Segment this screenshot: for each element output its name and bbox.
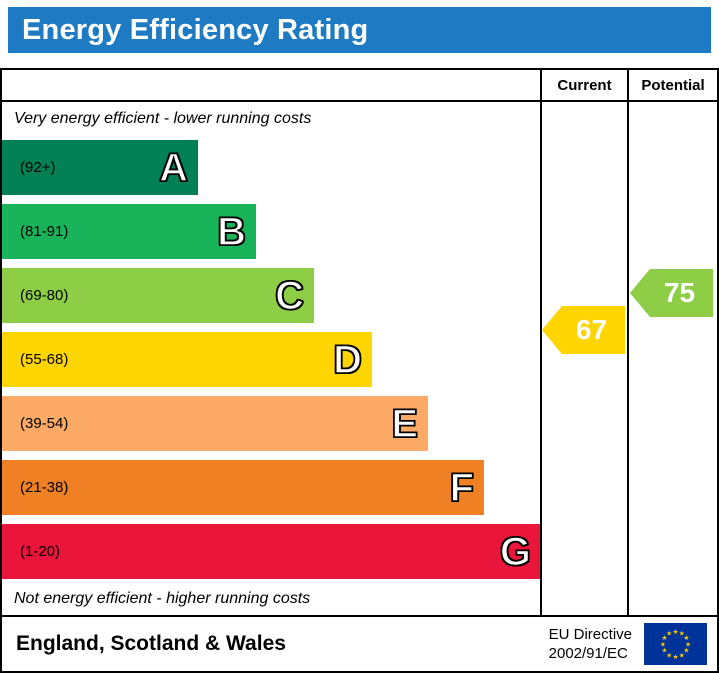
band-row-b: (81-91) B — [2, 204, 540, 268]
band-bar-e: (39-54) E — [2, 396, 428, 451]
band-row-g: (1-20) G — [2, 524, 541, 588]
eu-directive-line1: EU Directive — [548, 625, 632, 643]
region-label: England, Scotland & Wales — [16, 632, 286, 655]
band-row-a: (92+) A — [2, 140, 540, 204]
current-rating-value: 67 — [575, 314, 608, 345]
potential-column-header: Potential — [627, 70, 717, 102]
band-range-label: (39-54) — [20, 415, 69, 432]
band-row-e: (39-54) E — [2, 396, 540, 460]
page-title: Energy Efficiency Rating — [22, 13, 369, 46]
band-bar-d: (55-68) D — [2, 332, 372, 387]
svg-text:★: ★ — [662, 634, 668, 642]
svg-text:★: ★ — [666, 629, 672, 637]
band-range-label: (55-68) — [20, 351, 69, 368]
svg-text:★: ★ — [662, 647, 668, 655]
band-range-label: (21-38) — [20, 479, 69, 496]
band-letter: G — [499, 529, 532, 574]
svg-text:★: ★ — [679, 629, 685, 637]
band-letter: C — [274, 273, 304, 318]
svg-text:★: ★ — [683, 647, 689, 655]
svg-text:★: ★ — [679, 651, 685, 659]
footer: England, Scotland & Wales EU Directive 2… — [0, 615, 719, 673]
top-note: Very energy efficient - lower running co… — [14, 110, 312, 127]
svg-text:★: ★ — [660, 640, 666, 648]
eu-directive-label: EU Directive 2002/91/EC — [549, 625, 632, 664]
svg-text:★: ★ — [683, 634, 689, 642]
band-letter: E — [391, 401, 419, 446]
eu-flag-icon: ★ ★ ★ ★ ★ ★ ★ ★ ★ ★ ★ ★ — [644, 623, 707, 665]
band-range-label: (69-80) — [20, 287, 69, 304]
svg-text:★: ★ — [685, 640, 691, 648]
eu-directive-line2: 2002/91/EC — [548, 645, 628, 662]
band-bar-g: (1-20) G — [2, 524, 541, 579]
band-range-label: (92+) — [20, 159, 56, 176]
svg-text:★: ★ — [666, 651, 672, 659]
band-letter: F — [449, 465, 475, 510]
header-spacer — [2, 70, 540, 102]
current-column — [540, 102, 627, 615]
band-row-d: (55-68) D — [2, 332, 540, 396]
svg-text:★: ★ — [672, 628, 678, 636]
potential-rating-pointer: 75 — [630, 269, 713, 317]
potential-column — [627, 102, 717, 615]
band-range-label: (81-91) — [20, 223, 69, 240]
band-bar-a: (92+) A — [2, 140, 198, 195]
bands-area: Very energy efficient - lower running co… — [2, 102, 541, 615]
band-letter: B — [216, 209, 246, 254]
bottom-note: Not energy efficient - higher running co… — [14, 590, 311, 607]
band-bar-f: (21-38) F — [2, 460, 484, 515]
title-bar: Energy Efficiency Rating — [8, 7, 711, 53]
band-letter: D — [332, 337, 362, 382]
band-letter: A — [158, 145, 188, 190]
potential-rating-value: 75 — [663, 277, 696, 308]
current-column-header: Current — [540, 70, 627, 102]
band-row-c: (69-80) C — [2, 268, 540, 332]
current-rating-pointer: 67 — [542, 306, 625, 354]
svg-text:★: ★ — [672, 653, 678, 661]
band-range-label: (1-20) — [20, 543, 61, 560]
band-row-f: (21-38) F — [2, 460, 540, 524]
band-bar-c: (69-80) C — [2, 268, 314, 323]
band-bar-b: (81-91) B — [2, 204, 256, 259]
